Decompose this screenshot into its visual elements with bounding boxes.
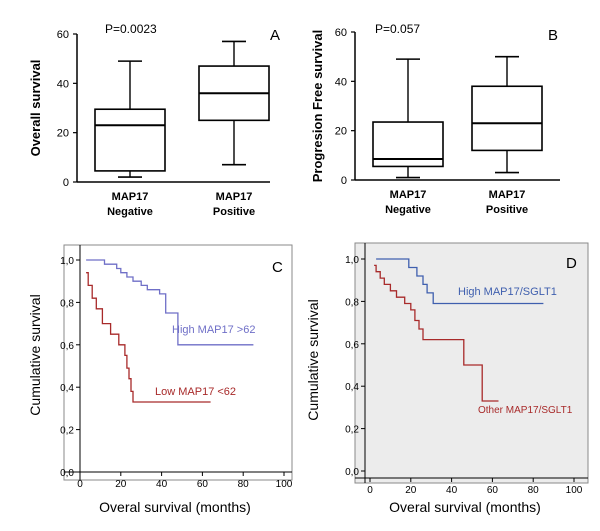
panel-d: 0,0 0,2 0,4 0,6 0,8 1,0 0 20 40 60 80 100 Overal sur…: [305, 242, 589, 515]
x-tick-label: 20: [115, 479, 127, 490]
y-tick-label: 0,6: [60, 341, 74, 352]
y-tick-label: 1,0: [345, 255, 359, 266]
y-tick-label: 0,2: [60, 426, 74, 437]
x-tick-label: 0: [77, 479, 83, 490]
y-axis-label: Overall survival: [28, 60, 43, 157]
series-label: Low MAP17 <62: [155, 386, 236, 398]
panel-c: 0,0 0,2 0,4 0,6 0,8 1,0 0 20 40 60 80 100 Overal sur…: [27, 244, 293, 515]
y-tick-label: 0,0: [60, 468, 74, 479]
plot-frame: [63, 244, 293, 481]
y-tick-label: 0: [63, 177, 69, 189]
y-tick-label: 60: [57, 29, 69, 41]
x-category-label: MAP17: [216, 191, 253, 203]
x-category-label: MAP17: [112, 191, 149, 203]
x-category-label: Negative: [107, 206, 153, 218]
series-label: Other MAP17/SGLT1: [478, 405, 573, 416]
x-category-label: Positive: [486, 204, 528, 216]
y-tick-label: 0,4: [345, 382, 359, 393]
y-tick-label: 40: [335, 76, 347, 88]
y-tick-label: 1,0: [60, 256, 74, 267]
y-tick-label: 0,8: [345, 297, 359, 308]
panel-letter: B: [548, 27, 558, 44]
y-tick-label: 0,2: [345, 425, 359, 436]
y-tick-label: 0,4: [60, 383, 74, 394]
series-label: High MAP17/SGLT1: [458, 286, 557, 298]
panel-a: 0 20 40 60 Overall survival P=0.0023 A MAP17 Neg…: [28, 22, 280, 218]
x-tick-label: 20: [405, 485, 417, 496]
survival-curve: [86, 259, 254, 346]
x-axis-label: Overal survival (months): [99, 499, 251, 515]
panel-letter: A: [270, 27, 280, 44]
survival-curve: [374, 264, 499, 402]
plot-frame: [354, 242, 589, 484]
x-tick-label: 100: [276, 479, 293, 490]
x-tick-label: 40: [156, 479, 168, 490]
x-tick-label: 80: [238, 479, 250, 490]
y-axis-label: Cumulative survival: [305, 299, 321, 420]
p-value-annotation: P=0.0023: [105, 22, 157, 36]
x-tick-label: 80: [528, 485, 540, 496]
y-tick-label: 60: [335, 27, 347, 39]
panel-letter: D: [566, 255, 577, 272]
y-tick-label: 40: [57, 78, 69, 90]
y-tick-label: 20: [335, 126, 347, 138]
x-category-label: MAP17: [489, 189, 526, 201]
box-iqr: [94, 108, 166, 172]
survival-curve: [376, 258, 544, 305]
y-tick-label: 0,0: [345, 467, 359, 478]
x-category-label: Negative: [385, 204, 431, 216]
survival-curve: [86, 272, 211, 403]
y-tick-label: 20: [57, 128, 69, 140]
x-tick-label: 100: [566, 485, 583, 496]
y-axis-label: Progresion Free survival: [310, 30, 325, 182]
y-tick-label: 0: [341, 175, 347, 187]
x-category-label: MAP17: [390, 189, 427, 201]
y-axis-label: Cumulative survival: [27, 294, 43, 415]
p-value-annotation: P=0.057: [375, 22, 420, 36]
panel-b: 0 20 40 60 Progresion Free survival P=0.057 B M…: [310, 22, 560, 216]
y-tick-label: 0,8: [60, 298, 74, 309]
x-axis-label: Overal survival (months): [389, 499, 541, 515]
panel-letter: C: [272, 259, 283, 276]
box-iqr: [471, 85, 543, 152]
x-tick-label: 60: [197, 479, 209, 490]
x-tick-label: 60: [487, 485, 499, 496]
y-tick-label: 0,6: [345, 340, 359, 351]
series-label: High MAP17 >62: [172, 324, 255, 336]
x-category-label: Positive: [213, 206, 255, 218]
x-tick-label: 0: [367, 485, 373, 496]
x-tick-label: 40: [446, 485, 458, 496]
